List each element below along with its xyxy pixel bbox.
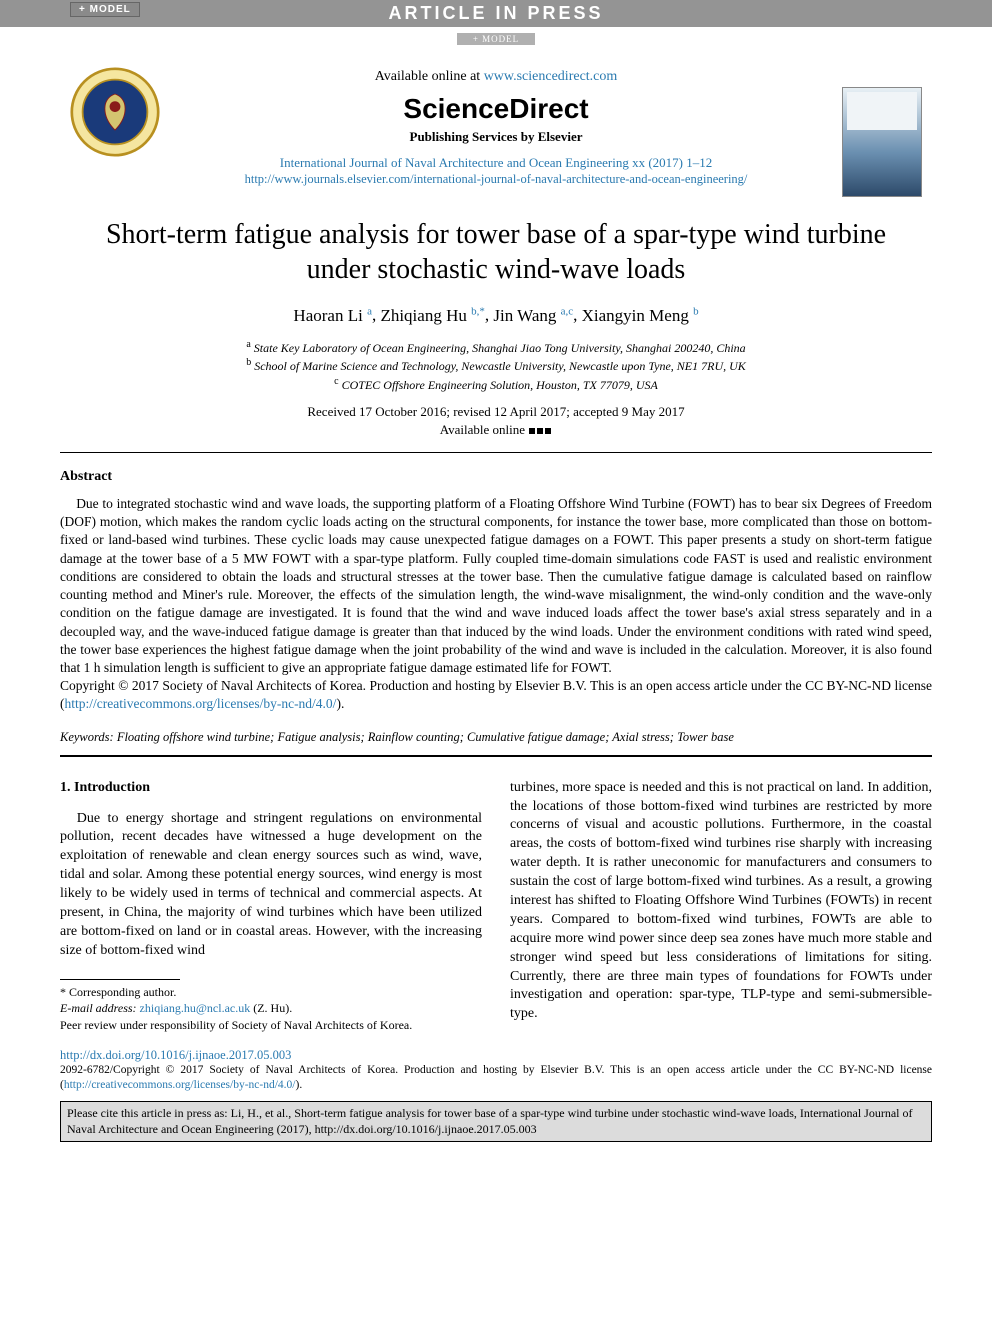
- affiliations: a State Key Laboratory of Ocean Engineer…: [80, 338, 912, 394]
- license-link-bottom[interactable]: http://creativecommons.org/licenses/by-n…: [64, 1079, 296, 1091]
- society-logo: [70, 67, 160, 157]
- author-4: Xiangyin Meng b: [582, 306, 699, 325]
- available-online-prefix: Available online at: [375, 69, 484, 84]
- email-line: E-mail address: zhiqiang.hu@ncl.ac.uk (Z…: [60, 1000, 482, 1017]
- affiliation-a: a State Key Laboratory of Ocean Engineer…: [80, 338, 912, 357]
- header-area: Available online at www.sciencedirect.co…: [0, 47, 992, 187]
- rule: [60, 452, 932, 453]
- authors-line: Haoran Li a, Zhiqiang Hu b,*, Jin Wang a…: [0, 305, 992, 326]
- journal-reference: International Journal of Naval Architect…: [60, 155, 932, 187]
- banner-headline: ARTICLE IN PRESS: [388, 3, 603, 23]
- journal-cover-thumbnail: [842, 87, 922, 197]
- corresponding-author: * Corresponding author.: [60, 984, 482, 1001]
- keywords-line: Keywords: Floating offshore wind turbine…: [60, 730, 932, 745]
- issn-copyright: 2092-6782/Copyright © 2017 Society of Na…: [60, 1063, 932, 1093]
- affiliation-c: c COTEC Offshore Engineering Solution, H…: [80, 375, 912, 394]
- sub-model-badge: + MODEL: [0, 29, 992, 47]
- footnotes: * Corresponding author. E-mail address: …: [60, 984, 482, 1034]
- blank-icon: [529, 428, 535, 434]
- peer-review-note: Peer review under responsibility of Soci…: [60, 1017, 482, 1034]
- affiliation-b: b School of Marine Science and Technolog…: [80, 356, 912, 375]
- blank-icon: [537, 428, 543, 434]
- intro-col1-text: Due to energy shortage and stringent reg…: [60, 810, 482, 961]
- blank-icon: [545, 428, 551, 434]
- license-link[interactable]: http://creativecommons.org/licenses/by-n…: [65, 696, 337, 711]
- keywords-text: Floating offshore wind turbine; Fatigue …: [114, 730, 734, 744]
- available-online-blank: Available online: [440, 422, 553, 438]
- abstract-section: Abstract Due to integrated stochastic wi…: [60, 469, 932, 714]
- column-left: 1. Introduction Due to energy shortage a…: [60, 779, 482, 1034]
- available-online-line: Available online at www.sciencedirect.co…: [60, 69, 932, 85]
- author-1: Haoran Li a: [293, 306, 372, 325]
- please-cite-box: Please cite this article in press as: Li…: [60, 1101, 932, 1142]
- bottom-block: http://dx.doi.org/10.1016/j.ijnaoe.2017.…: [60, 1048, 932, 1093]
- doi-link[interactable]: http://dx.doi.org/10.1016/j.ijnaoe.2017.…: [60, 1048, 291, 1062]
- author-2: Zhiqiang Hu b,*: [380, 306, 484, 325]
- article-dates: Received 17 October 2016; revised 12 Apr…: [0, 404, 992, 438]
- abstract-heading: Abstract: [60, 469, 932, 485]
- page: + MODEL ARTICLE IN PRESS + MODEL Availab…: [0, 0, 992, 1323]
- doi-line: http://dx.doi.org/10.1016/j.ijnaoe.2017.…: [60, 1048, 932, 1063]
- corresponding-email-link[interactable]: zhiqiang.hu@ncl.ac.uk: [140, 1001, 251, 1015]
- publishing-services: Publishing Services by Elsevier: [60, 129, 932, 145]
- footnote-rule: [60, 979, 180, 980]
- author-3: Jin Wang a,c: [493, 306, 573, 325]
- intro-col2-text: turbines, more space is needed and this …: [510, 779, 932, 1025]
- journal-ref-line2[interactable]: http://www.journals.elsevier.com/interna…: [245, 172, 748, 186]
- rule-thick: [60, 755, 932, 757]
- sciencedirect-link[interactable]: www.sciencedirect.com: [484, 69, 618, 84]
- sciencedirect-logo: ScienceDirect: [60, 93, 932, 125]
- section-heading: 1. Introduction: [60, 779, 482, 798]
- dates-line: Received 17 October 2016; revised 12 Apr…: [307, 404, 684, 419]
- column-right: turbines, more space is needed and this …: [510, 779, 932, 1034]
- article-title: Short-term fatigue analysis for tower ba…: [80, 217, 912, 287]
- body-columns: 1. Introduction Due to energy shortage a…: [60, 779, 932, 1034]
- journal-ref-line1[interactable]: International Journal of Naval Architect…: [280, 155, 712, 170]
- abstract-body: Due to integrated stochastic wind and wa…: [60, 495, 932, 714]
- sub-model-text: + MODEL: [457, 33, 535, 45]
- keywords-label: Keywords:: [60, 730, 114, 744]
- model-badge: + MODEL: [70, 2, 140, 17]
- article-in-press-banner: + MODEL ARTICLE IN PRESS: [0, 0, 992, 27]
